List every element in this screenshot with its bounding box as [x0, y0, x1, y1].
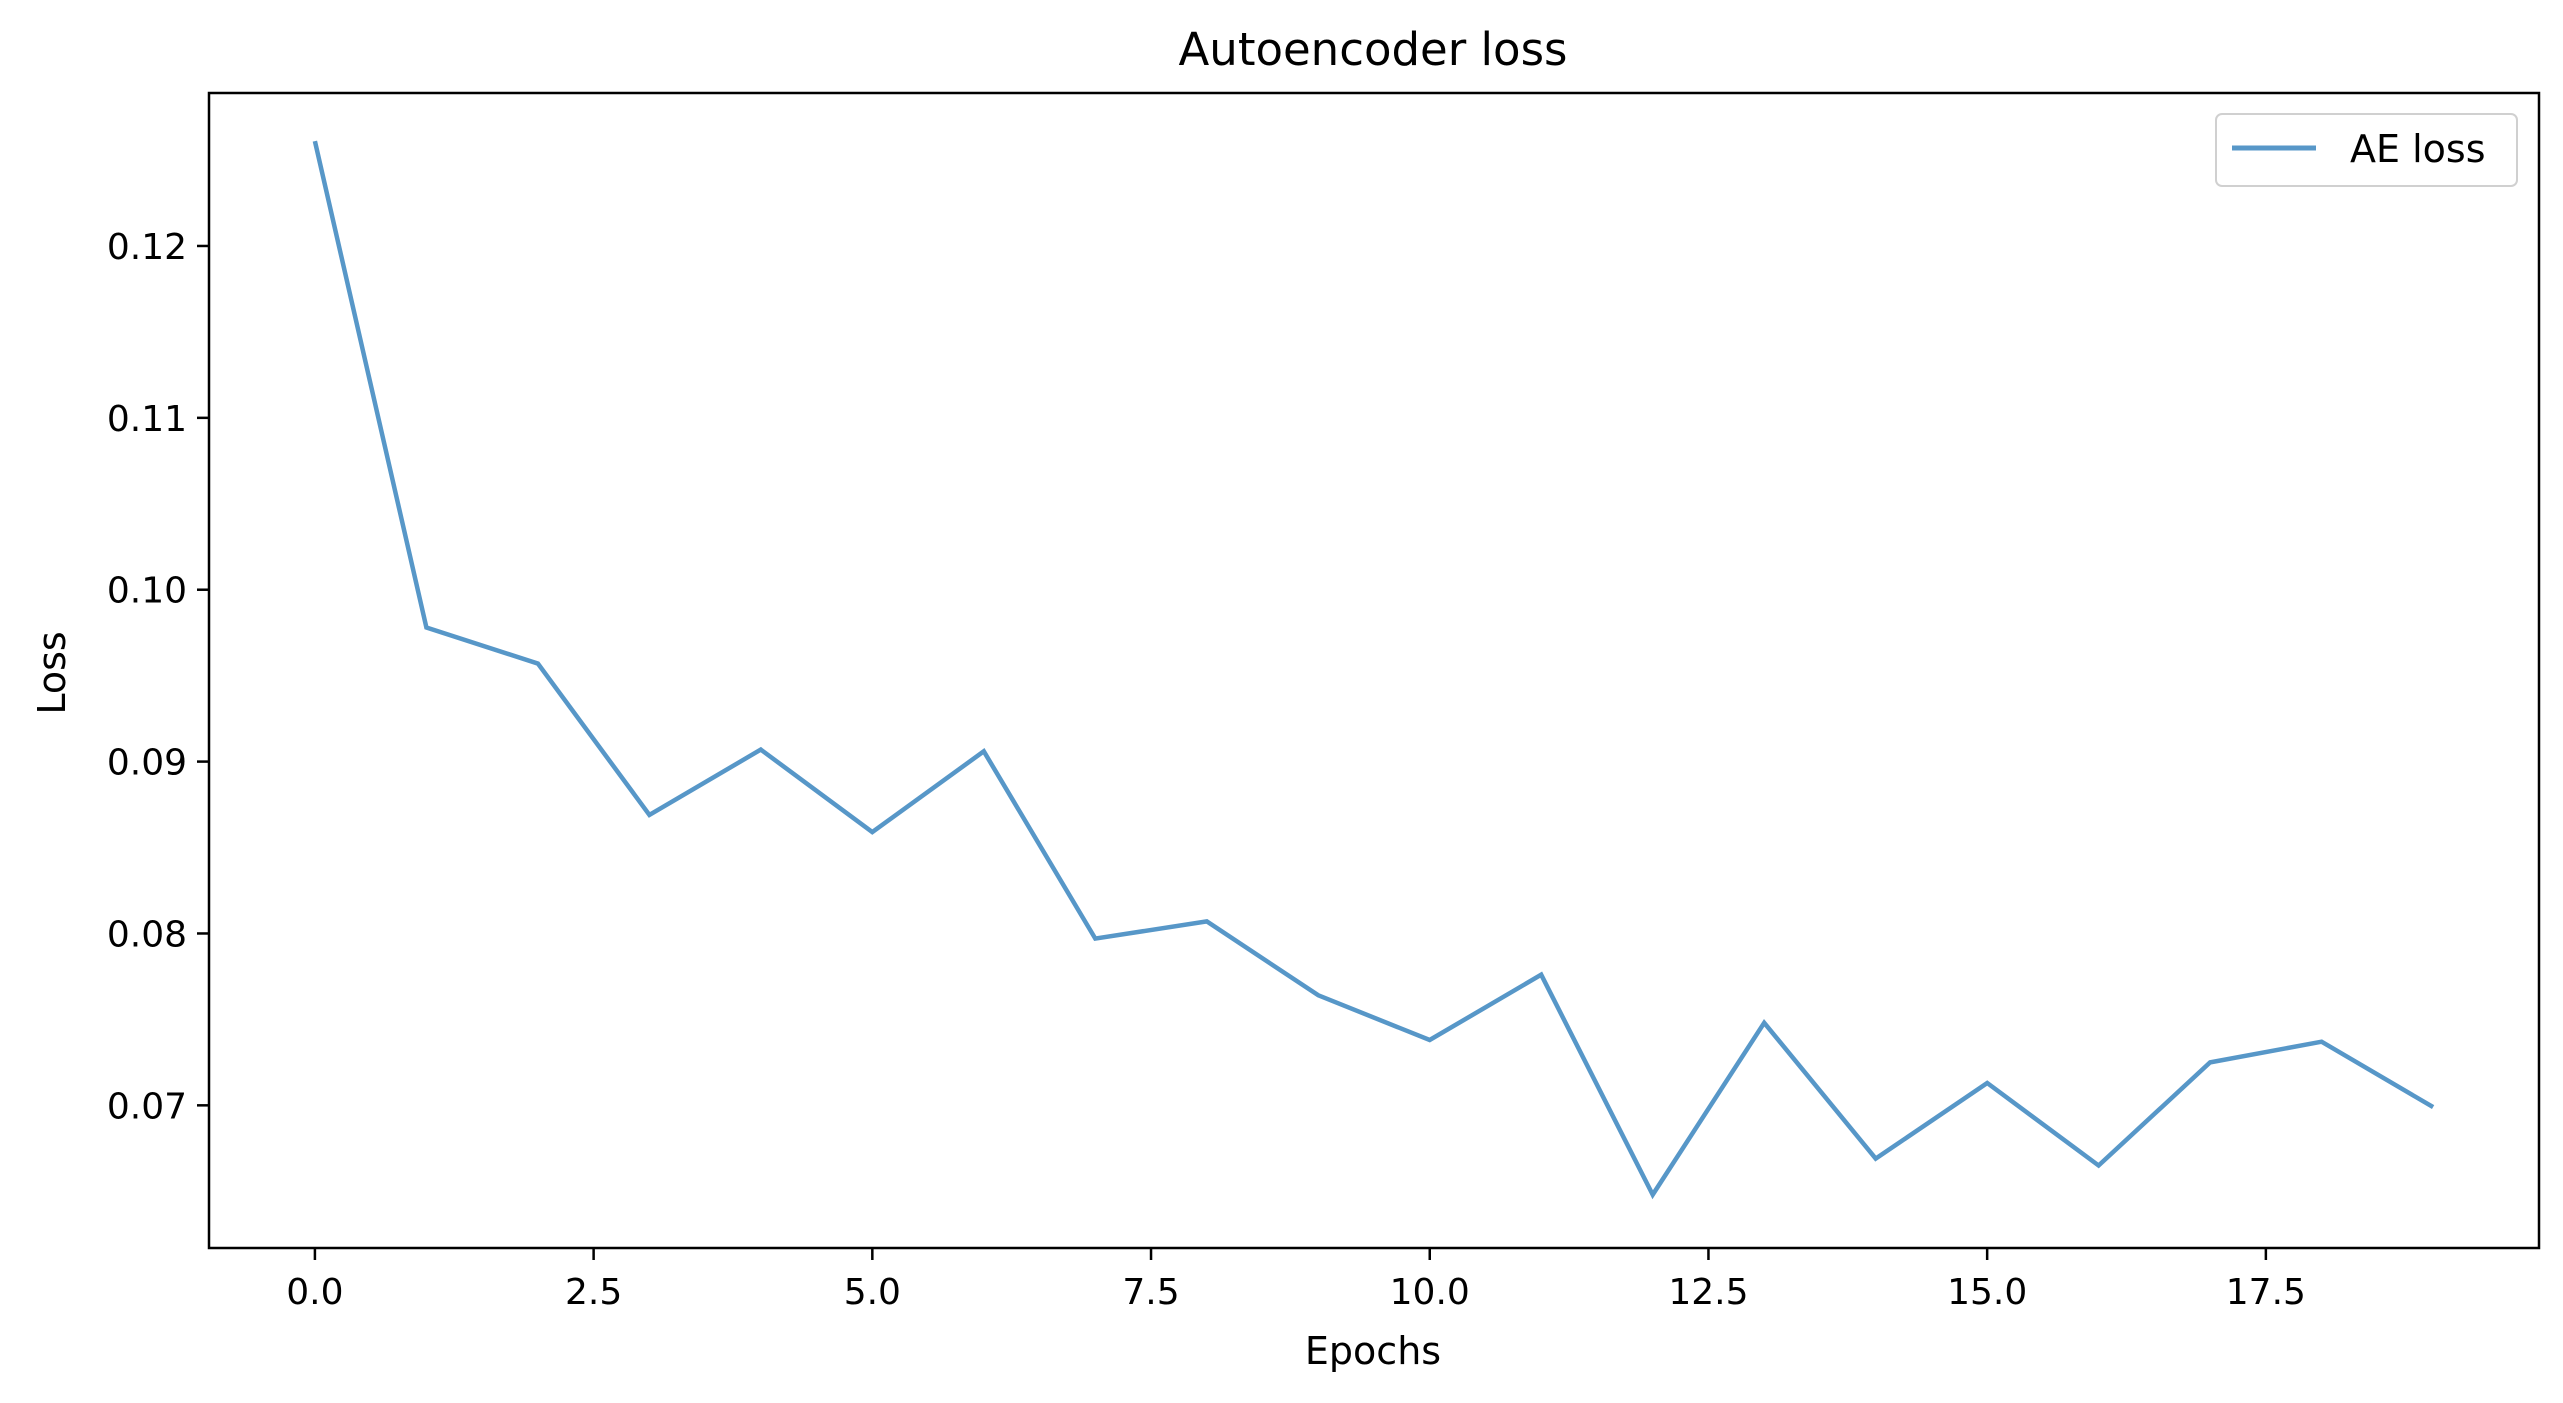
data-point — [1874, 1157, 1878, 1161]
y-tick-label: 0.10 — [107, 571, 187, 612]
y-axis-label: Loss — [30, 631, 74, 714]
x-tick-label: 17.5 — [2226, 1272, 2306, 1313]
data-point — [313, 139, 317, 143]
plot-frame — [207, 91, 2541, 1250]
x-tick-label: 10.0 — [1390, 1272, 1470, 1313]
data-point — [536, 662, 540, 666]
y-axis-ticks: 0.07 0.08 0.09 0.10 0.11 0.12 — [107, 227, 209, 1127]
data-point — [1985, 1081, 1989, 1085]
plot-area — [209, 93, 2539, 1248]
data-point — [1316, 993, 1320, 997]
data-point — [1539, 973, 1543, 977]
data-point — [2097, 1164, 2101, 1168]
legend-box — [2215, 113, 2518, 187]
data-point — [647, 813, 651, 817]
data-point — [1093, 937, 1097, 941]
x-tick-label: 0.0 — [286, 1272, 343, 1313]
x-axis-ticks: 0.0 2.5 5.0 7.5 10.0 12.5 15.0 17.5 — [286, 1248, 2306, 1313]
data-point — [982, 749, 986, 753]
series-layer — [312, 139, 2435, 1200]
y-tick-label: 0.07 — [107, 1086, 187, 1127]
data-point — [1651, 1193, 1655, 1197]
x-tick-label: 7.5 — [1122, 1272, 1179, 1313]
legend: AE loss — [2215, 113, 2518, 187]
data-point — [1205, 919, 1209, 923]
x-tick-label: 2.5 — [565, 1272, 622, 1313]
y-tick-label: 0.12 — [107, 227, 187, 268]
x-tick-label: 15.0 — [1947, 1272, 2027, 1313]
data-point — [759, 748, 763, 752]
data-point — [1428, 1038, 1432, 1042]
y-tick-label: 0.09 — [107, 743, 187, 784]
data-point — [870, 830, 874, 834]
x-tick-label: 5.0 — [844, 1272, 901, 1313]
data-point — [424, 626, 428, 630]
x-tick-label: 12.5 — [1668, 1272, 1748, 1313]
data-point — [2208, 1060, 2212, 1064]
y-tick-label: 0.08 — [107, 914, 187, 955]
legend-label-ae-loss: AE loss — [2350, 127, 2486, 171]
data-point — [2431, 1105, 2435, 1109]
data-point — [1762, 1021, 1766, 1025]
data-point — [2320, 1040, 2324, 1044]
x-axis-label: Epochs — [1305, 1329, 1441, 1373]
series-line-ae-loss — [312, 140, 2435, 1200]
chart-title: Autoencoder loss — [1179, 23, 1568, 76]
y-tick-label: 0.11 — [107, 399, 187, 440]
